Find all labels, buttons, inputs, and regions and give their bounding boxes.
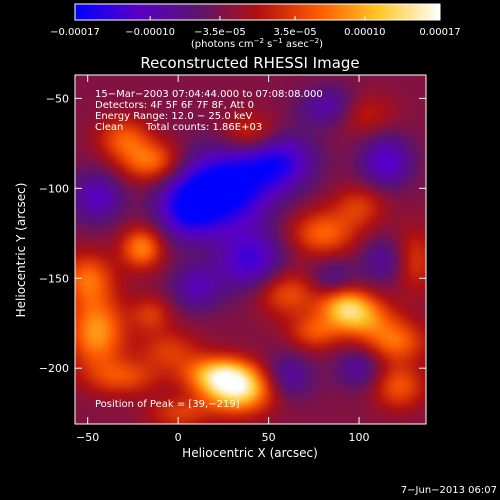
y-axis-tick-label: −200 xyxy=(39,362,69,375)
colorbar-tick-label: 0.00010 xyxy=(344,27,385,38)
annotation-block: 15−Mar−2003 07:04:44.000 to 07:08:08.000… xyxy=(95,89,323,133)
annotation-detectors: Detectors: 4F 5F 6F 7F 8F, Att 0 xyxy=(95,100,254,111)
annotation-time-range: 15−Mar−2003 07:04:44.000 to 07:08:08.000 xyxy=(95,89,323,100)
x-axis-tick-label: 50 xyxy=(262,431,276,444)
x-axis-tick-label: 0 xyxy=(175,431,182,444)
colorbar-strip xyxy=(75,4,440,20)
annotation-total-counts: Total counts: 1.86E+03 xyxy=(145,122,262,133)
y-axis-tick-label: −150 xyxy=(39,272,69,285)
heatmap-image xyxy=(75,75,426,424)
colorbar-tick-label: −0.00017 xyxy=(50,27,100,38)
x-axis-tick-label: 100 xyxy=(349,431,370,444)
y-axis-tick-label: −100 xyxy=(39,182,69,195)
y-axis-ticks: −50 −100 −150 −200 xyxy=(39,92,426,375)
plot-title: Reconstructed RHESSI Image xyxy=(140,54,359,72)
colorbar-tick-label: 0.00017 xyxy=(419,27,460,38)
colorbar-unit-label: (photons cm−2 s−1 asec−2) xyxy=(191,37,323,50)
annotation-clean: Clean xyxy=(95,122,123,133)
colorbar: −0.00017 −0.00010 −3.5e−05 3.5e−05 0.00010 0.… xyxy=(50,3,461,50)
annotation-peak-position: Position of Peak = [39,−219] xyxy=(95,399,240,410)
colorbar-ticks: −0.00017 −0.00010 −3.5e−05 3.5e−05 0.00010 0.… xyxy=(50,16,461,38)
colorbar-tick-label: −0.00010 xyxy=(125,27,175,38)
plot-frame xyxy=(74,74,427,425)
x-axis-tick-label: −50 xyxy=(76,431,99,444)
colorbar-frame xyxy=(74,3,441,21)
colorbar-tick-label: −3.5e−05 xyxy=(194,27,246,38)
timestamp: 7−Jun−2013 06:07 xyxy=(401,485,497,496)
x-axis-title: Heliocentric X (arcsec) xyxy=(182,446,318,460)
y-axis-title: Heliocentric Y (arcsec) xyxy=(14,183,28,318)
x-axis-ticks: −50 0 50 100 xyxy=(76,75,370,444)
annotation-energy-range: Energy Range: 12.0 − 25.0 keV xyxy=(95,111,252,122)
colorbar-tick-label: 3.5e−05 xyxy=(273,27,316,38)
y-axis-tick-label: −50 xyxy=(46,92,69,105)
